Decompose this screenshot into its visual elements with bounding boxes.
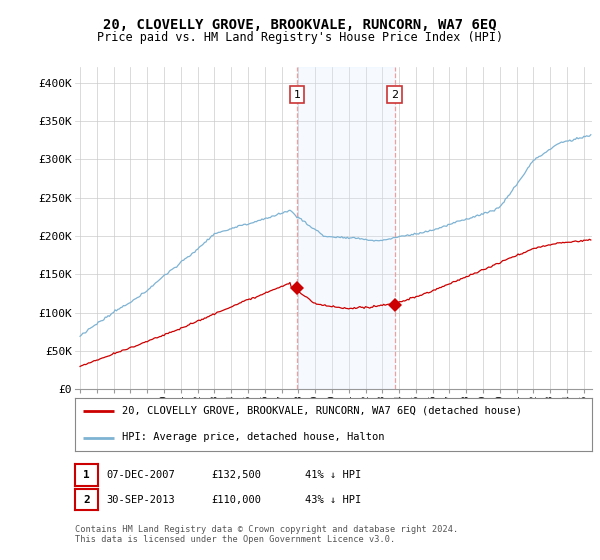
Text: 07-DEC-2007: 07-DEC-2007 (107, 470, 176, 480)
Text: 20, CLOVELLY GROVE, BROOKVALE, RUNCORN, WA7 6EQ: 20, CLOVELLY GROVE, BROOKVALE, RUNCORN, … (103, 18, 497, 32)
Text: £110,000: £110,000 (212, 494, 262, 505)
Text: 2: 2 (391, 90, 398, 100)
Text: 2: 2 (83, 494, 90, 505)
Bar (297, 67, 395, 389)
Text: Contains HM Land Registry data © Crown copyright and database right 2024.
This d: Contains HM Land Registry data © Crown c… (75, 525, 458, 544)
Text: 1: 1 (293, 90, 301, 100)
Text: 1: 1 (83, 470, 90, 480)
Text: Price paid vs. HM Land Registry's House Price Index (HPI): Price paid vs. HM Land Registry's House … (97, 31, 503, 44)
Text: 30-SEP-2013: 30-SEP-2013 (107, 494, 176, 505)
Text: 20, CLOVELLY GROVE, BROOKVALE, RUNCORN, WA7 6EQ (detached house): 20, CLOVELLY GROVE, BROOKVALE, RUNCORN, … (122, 406, 521, 416)
Text: 41% ↓ HPI: 41% ↓ HPI (305, 470, 361, 480)
Text: 43% ↓ HPI: 43% ↓ HPI (305, 494, 361, 505)
Text: £132,500: £132,500 (212, 470, 262, 480)
Text: HPI: Average price, detached house, Halton: HPI: Average price, detached house, Halt… (122, 432, 384, 442)
